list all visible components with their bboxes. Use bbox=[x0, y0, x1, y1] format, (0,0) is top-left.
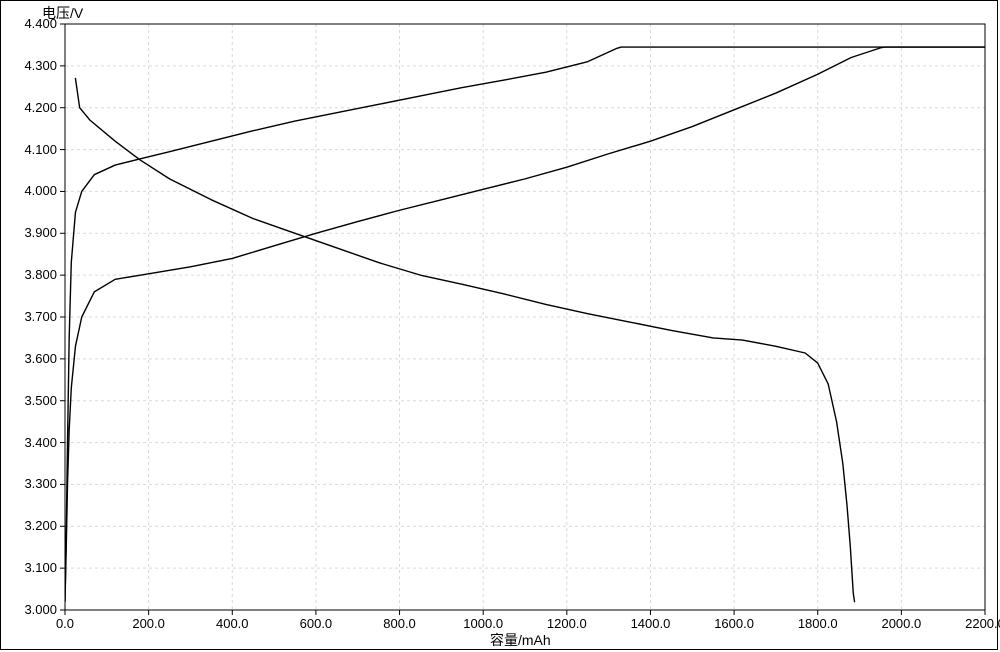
y-tick-label: 3.000 bbox=[24, 602, 57, 617]
y-tick-label: 3.900 bbox=[24, 225, 57, 240]
y-tick-label: 4.100 bbox=[24, 142, 57, 157]
x-tick-label: 0.0 bbox=[45, 616, 85, 631]
x-tick-label: 1800.0 bbox=[798, 616, 838, 631]
chart-svg bbox=[0, 0, 1000, 652]
y-tick-label: 3.800 bbox=[24, 267, 57, 282]
x-tick-label: 2000.0 bbox=[881, 616, 921, 631]
x-tick-label: 800.0 bbox=[380, 616, 420, 631]
y-tick-label: 3.100 bbox=[24, 560, 57, 575]
x-axis-title: 容量/mAh bbox=[490, 630, 551, 650]
x-tick-label: 1200.0 bbox=[547, 616, 587, 631]
x-tick-label: 400.0 bbox=[212, 616, 252, 631]
y-tick-label: 3.700 bbox=[24, 309, 57, 324]
x-tick-label: 2200.0 bbox=[965, 616, 1000, 631]
y-tick-label: 3.400 bbox=[24, 435, 57, 450]
x-tick-label: 600.0 bbox=[296, 616, 336, 631]
x-tick-label: 1000.0 bbox=[463, 616, 503, 631]
y-tick-label: 4.300 bbox=[24, 58, 57, 73]
x-tick-label: 1400.0 bbox=[630, 616, 670, 631]
y-tick-label: 3.300 bbox=[24, 476, 57, 491]
y-tick-label: 3.600 bbox=[24, 351, 57, 366]
y-tick-label: 4.000 bbox=[24, 183, 57, 198]
y-tick-label: 3.200 bbox=[24, 518, 57, 533]
y-tick-label: 3.500 bbox=[24, 393, 57, 408]
y-tick-label: 4.200 bbox=[24, 100, 57, 115]
x-tick-label: 1600.0 bbox=[714, 616, 754, 631]
y-tick-label: 4.400 bbox=[24, 16, 57, 31]
x-tick-label: 200.0 bbox=[129, 616, 169, 631]
